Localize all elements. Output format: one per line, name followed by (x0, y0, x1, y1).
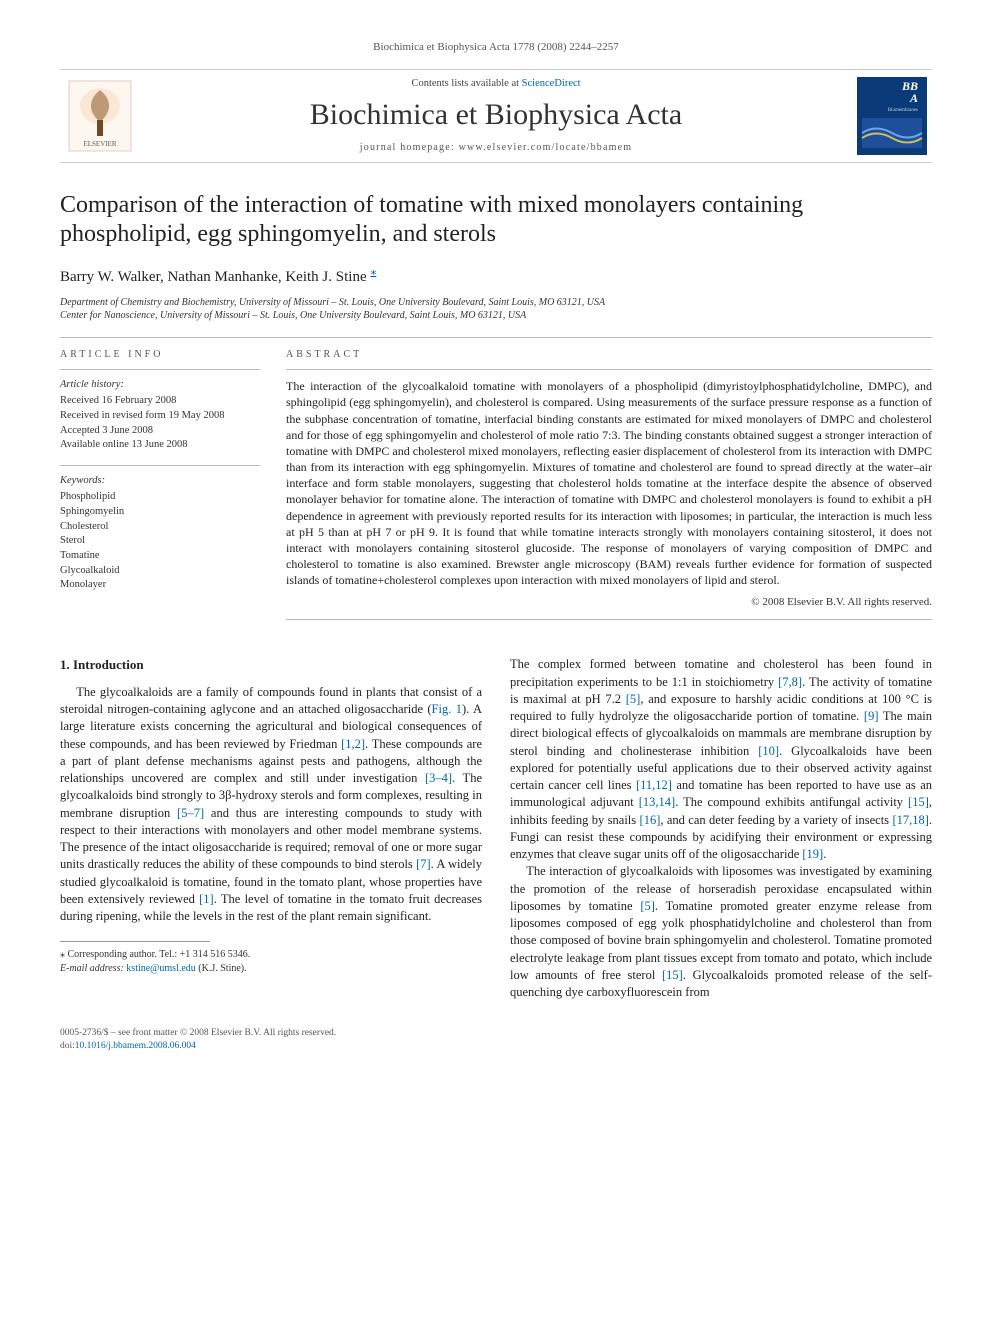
divider-rule (60, 369, 260, 370)
citation-link[interactable]: [11,12] (636, 778, 672, 792)
history-item: Available online 13 June 2008 (60, 438, 260, 453)
affiliation-line: Center for Nanoscience, University of Mi… (60, 309, 932, 323)
right-paragraph-1: The complex formed between tomatine and … (510, 656, 932, 863)
divider-rule (60, 465, 260, 466)
article-title: Comparison of the interaction of tomatin… (60, 191, 932, 250)
citation-link[interactable]: [3–4] (425, 771, 452, 785)
citation-link[interactable]: [10] (758, 744, 779, 758)
keywords-label: Keywords: (60, 474, 260, 488)
email-footnote: E-mail address: kstine@umsl.edu (K.J. St… (60, 962, 482, 976)
citation-link[interactable]: [15] (662, 968, 683, 982)
citation-link[interactable]: [19] (802, 847, 823, 861)
article-info-heading: ARTICLE INFO (60, 348, 260, 362)
sciencedirect-link[interactable]: ScienceDirect (522, 78, 581, 89)
keyword: Monolayer (60, 578, 260, 593)
issn-line: 0005-2736/$ – see front matter © 2008 El… (60, 1027, 932, 1040)
article-history-label: Article history: (60, 378, 260, 392)
history-item: Accepted 3 June 2008 (60, 424, 260, 439)
right-column: The complex formed between tomatine and … (510, 656, 932, 1001)
email-after: (K.J. Stine). (196, 963, 247, 974)
abstract-text: The interaction of the glycoalkaloid tom… (286, 378, 932, 588)
bba-biomembranes-cover: BB A Biomembranes (852, 76, 932, 156)
svg-text:ELSEVIER: ELSEVIER (83, 140, 116, 148)
citation-link[interactable]: [9] (864, 709, 879, 723)
email-link[interactable]: kstine@umsl.edu (126, 963, 195, 974)
doi-line: doi:10.1016/j.bbamem.2008.06.004 (60, 1040, 932, 1053)
running-header: Biochimica et Biophysica Acta 1778 (2008… (60, 40, 932, 55)
abstract-column: ABSTRACT The interaction of the glycoalk… (286, 348, 932, 629)
introduction-heading: 1. Introduction (60, 656, 482, 674)
keyword: Cholesterol (60, 520, 260, 535)
elsevier-tree-logo: ELSEVIER (60, 76, 140, 156)
keyword: Phospholipid (60, 490, 260, 505)
citation-link[interactable]: [1] (199, 892, 214, 906)
text-run: The glycoalkaloids are a family of compo… (60, 685, 482, 716)
keywords-list: Phospholipid Sphingomyelin Cholesterol S… (60, 490, 260, 593)
divider-rule (60, 337, 932, 338)
footnotes: ⁎ Corresponding author. Tel.: +1 314 516… (60, 948, 482, 975)
abstract-heading: ABSTRACT (286, 348, 932, 362)
divider-rule (286, 619, 932, 620)
citation-link[interactable]: [7,8] (778, 675, 802, 689)
keyword: Tomatine (60, 549, 260, 564)
authors-text: Barry W. Walker, Nathan Manhanke, Keith … (60, 269, 370, 285)
text-run: , and can deter feeding by a variety of … (660, 813, 892, 827)
corresponding-author-marker[interactable]: ⁎ (370, 264, 376, 278)
figure-reference[interactable]: Fig. 1 (432, 702, 462, 716)
history-item: Received 16 February 2008 (60, 394, 260, 409)
contents-prefix: Contents lists available at (411, 78, 521, 89)
citation-link[interactable]: [13,14] (639, 795, 675, 809)
history-item: Received in revised form 19 May 2008 (60, 409, 260, 424)
journal-masthead: ELSEVIER Contents lists available at Sci… (60, 69, 932, 163)
corresponding-author-footnote: ⁎ Corresponding author. Tel.: +1 314 516… (60, 948, 482, 962)
affiliations: Department of Chemistry and Biochemistry… (60, 296, 932, 323)
doi-prefix: doi: (60, 1041, 75, 1051)
svg-text:A: A (909, 91, 918, 105)
left-column: 1. Introduction The glycoalkaloids are a… (60, 656, 482, 1001)
doi-link[interactable]: 10.1016/j.bbamem.2008.06.004 (75, 1041, 196, 1051)
citation-link[interactable]: [16] (640, 813, 661, 827)
citation-link[interactable]: [17,18] (892, 813, 928, 827)
body-two-columns: 1. Introduction The glycoalkaloids are a… (60, 656, 932, 1001)
affiliation-line: Department of Chemistry and Biochemistry… (60, 296, 932, 310)
journal-name: Biochimica et Biophysica Acta (140, 95, 852, 136)
email-label: E-mail address: (60, 963, 126, 974)
keyword: Sterol (60, 534, 260, 549)
masthead-center: Contents lists available at ScienceDirec… (140, 77, 852, 155)
keyword: Sphingomyelin (60, 505, 260, 520)
right-paragraph-2: The interaction of glycoalkaloids with l… (510, 863, 932, 1001)
citation-link[interactable]: [5–7] (177, 806, 204, 820)
citation-link[interactable]: [7] (416, 857, 431, 871)
contents-available-line: Contents lists available at ScienceDirec… (140, 77, 852, 91)
article-history-list: Received 16 February 2008 Received in re… (60, 394, 260, 453)
footnote-separator (60, 941, 210, 942)
text-run: . The compound exhibits antifungal activ… (675, 795, 908, 809)
divider-rule (286, 369, 932, 370)
article-info-column: ARTICLE INFO Article history: Received 1… (60, 348, 260, 629)
intro-paragraph-1: The glycoalkaloids are a family of compo… (60, 684, 482, 926)
citation-link[interactable]: [1,2] (341, 737, 365, 751)
keyword: Glycoalkaloid (60, 564, 260, 579)
svg-text:Biomembranes: Biomembranes (888, 108, 918, 113)
citation-link[interactable]: [5] (640, 899, 655, 913)
citation-link[interactable]: [15] (908, 795, 929, 809)
text-run: . (823, 847, 826, 861)
abstract-copyright: © 2008 Elsevier B.V. All rights reserved… (286, 595, 932, 610)
journal-homepage-line: journal homepage: www.elsevier.com/locat… (140, 141, 852, 155)
citation-link[interactable]: [5] (626, 692, 641, 706)
author-list: Barry W. Walker, Nathan Manhanke, Keith … (60, 263, 932, 287)
info-and-abstract-row: ARTICLE INFO Article history: Received 1… (60, 348, 932, 629)
page-footer: 0005-2736/$ – see front matter © 2008 El… (60, 1027, 932, 1053)
